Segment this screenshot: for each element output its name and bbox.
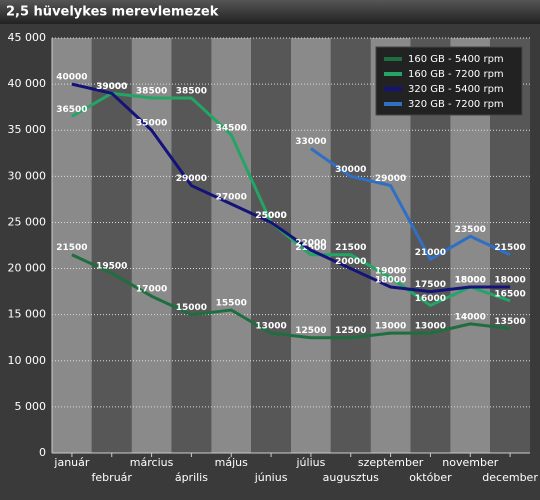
- x-tick-label: november: [442, 456, 498, 469]
- legend-label: 320 GB - 7200 rpm: [408, 99, 504, 110]
- y-tick-label: 45 000: [8, 31, 47, 44]
- value-label: 35000: [136, 119, 167, 129]
- value-label: 15500: [216, 299, 247, 309]
- x-tick-label: október: [409, 471, 452, 484]
- value-label: 21500: [335, 243, 366, 253]
- legend-label: 320 GB - 5400 rpm: [408, 84, 504, 95]
- y-tick-label: 5 000: [15, 400, 47, 413]
- series-line: [71, 91, 511, 307]
- value-label: 21500: [494, 243, 525, 253]
- value-label: 15000: [176, 303, 207, 313]
- y-tick-label: 0: [39, 446, 46, 459]
- value-label: 21000: [415, 248, 446, 258]
- value-label: 38500: [136, 86, 167, 96]
- value-label: 23500: [455, 225, 486, 235]
- x-tick-label: augusztus: [323, 471, 379, 484]
- legend-label: 160 GB - 7200 rpm: [408, 69, 504, 80]
- value-label: 17500: [415, 280, 446, 290]
- value-label: 34500: [216, 123, 247, 133]
- value-label: 22000: [295, 239, 326, 249]
- value-label: 40000: [56, 73, 87, 83]
- value-label: 13500: [494, 317, 525, 327]
- value-label: 33000: [295, 137, 326, 147]
- y-tick-label: 35 000: [8, 123, 47, 136]
- y-tick-label: 15 000: [8, 308, 47, 321]
- value-label: 27000: [216, 193, 247, 203]
- value-label: 39000: [96, 82, 127, 92]
- value-label: 29000: [375, 174, 406, 184]
- value-label: 13000: [415, 322, 446, 332]
- y-tick-label: 25 000: [8, 215, 47, 228]
- title-bar: [0, 0, 540, 24]
- value-label: 21500: [56, 243, 87, 253]
- x-tick-label: június: [254, 471, 288, 484]
- value-label: 38500: [176, 86, 207, 96]
- x-tick-label: július: [295, 456, 325, 469]
- x-tick-label: december: [482, 471, 538, 484]
- x-tick-label: május: [215, 456, 248, 469]
- value-label: 16000: [415, 294, 446, 304]
- value-label: 13000: [375, 322, 406, 332]
- value-label: 19500: [96, 262, 127, 272]
- chart-title: 2,5 hüvelykes merevlemezek: [6, 5, 219, 20]
- x-tick-label: április: [175, 471, 208, 484]
- x-tick-label: március: [130, 456, 174, 469]
- band: [330, 38, 371, 453]
- value-label: 18000: [455, 276, 486, 286]
- band: [171, 38, 212, 453]
- value-label: 30000: [335, 165, 366, 175]
- series-line: [71, 253, 511, 340]
- value-label: 25000: [255, 211, 286, 221]
- legend-label: 160 GB - 5400 rpm: [408, 54, 504, 65]
- value-label: 13000: [255, 322, 286, 332]
- value-label: 20000: [335, 257, 366, 267]
- series-line: [310, 147, 511, 261]
- y-tick-label: 30 000: [8, 169, 47, 182]
- value-label: 18000: [494, 276, 525, 286]
- x-tick-label: szeptember: [358, 456, 424, 469]
- band: [131, 38, 172, 453]
- y-tick-label: 40 000: [8, 77, 47, 90]
- value-label: 19000: [375, 266, 406, 276]
- value-label: 36500: [56, 105, 87, 115]
- value-label: 21500: [295, 243, 326, 253]
- x-tick-label: február: [92, 471, 133, 484]
- y-tick-label: 10 000: [8, 354, 47, 367]
- value-label: 12500: [335, 326, 366, 336]
- x-tick-label: január: [53, 456, 89, 469]
- value-label: 17000: [136, 285, 167, 295]
- value-label: 39000: [96, 82, 127, 92]
- value-label: 29000: [176, 174, 207, 184]
- value-label: 14000: [455, 312, 486, 322]
- value-label: 16500: [494, 289, 525, 299]
- y-tick-label: 20 000: [8, 262, 47, 275]
- value-label: 18000: [375, 276, 406, 286]
- value-label: 18000: [455, 276, 486, 286]
- value-label: 25000: [255, 211, 286, 221]
- value-label: 12500: [295, 326, 326, 336]
- band: [211, 38, 252, 453]
- band: [251, 38, 291, 453]
- series-line: [71, 82, 511, 294]
